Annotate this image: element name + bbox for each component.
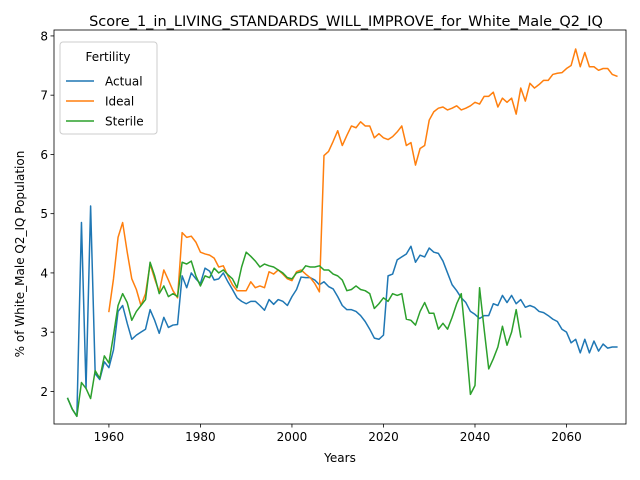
x-tick-label: 2000 <box>277 430 308 444</box>
y-tick-label: 5 <box>40 207 48 221</box>
plot-frame <box>53 29 627 425</box>
legend-frame <box>59 41 158 135</box>
x-axis-label: Years <box>323 451 356 465</box>
legend-label-sterile: Sterile <box>105 115 144 129</box>
x-tick-label: 2060 <box>551 430 582 444</box>
y-tick-label: 3 <box>40 326 48 340</box>
y-tick-label: 6 <box>40 148 48 162</box>
y-tick-label: 7 <box>40 89 48 103</box>
legend-entries: Actual Ideal Sterile <box>66 75 144 129</box>
y-axis-label: % of White_Male Q2_IQ Population <box>13 151 27 358</box>
y-tick-label: 4 <box>40 266 48 280</box>
axes-layer: 1960 1980 2000 2020 2040 2060 2 3 4 5 6 7 8 <box>40 29 627 444</box>
x-tick-label: 1960 <box>94 430 125 444</box>
x-tick-label: 1980 <box>185 430 216 444</box>
series-line-sterile <box>66 251 522 418</box>
x-tick-label: 2040 <box>460 430 491 444</box>
chart-title: Score_1_in_LIVING_STANDARDS_WILL_IMPROVE… <box>89 14 603 30</box>
legend-label-ideal: Ideal <box>105 95 134 109</box>
series-layer <box>66 48 618 418</box>
series-line-actual <box>66 205 618 418</box>
y-tick-label: 2 <box>40 385 48 399</box>
legend-title: Fertility <box>85 50 130 64</box>
legend-label-actual: Actual <box>105 75 143 89</box>
y-tick-label: 8 <box>40 29 48 43</box>
series-line-ideal <box>108 48 618 313</box>
legend: Fertility Actual Ideal Sterile <box>59 41 158 135</box>
x-tick-label: 2020 <box>368 430 399 444</box>
